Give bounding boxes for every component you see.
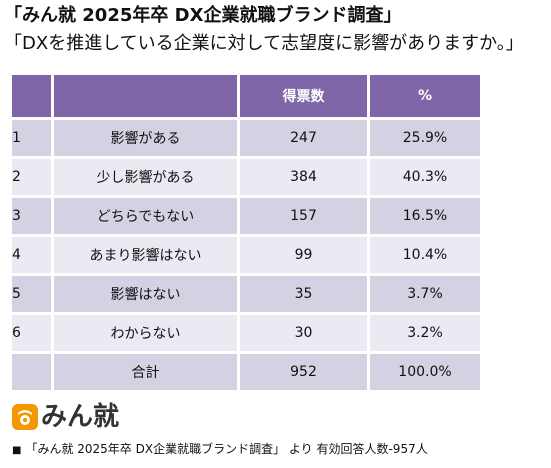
row-answer: 影響はない — [54, 276, 240, 315]
header-votes: 得票数 — [240, 75, 370, 120]
footnote-bullet: ■ — [12, 445, 22, 456]
row-number: 5 — [12, 276, 54, 315]
row-number: 4 — [12, 237, 54, 276]
row-answer: 影響がある — [54, 120, 240, 159]
row-percent: 3.2% — [370, 315, 480, 354]
row-percent: 16.5% — [370, 198, 480, 237]
minshu-logo-icon — [12, 404, 38, 430]
row-percent: 3.7% — [370, 276, 480, 315]
row-answer: 合計 — [54, 354, 240, 393]
row-votes: 99 — [240, 237, 370, 276]
row-number — [12, 354, 54, 393]
minshu-logo: みん就 — [12, 400, 119, 434]
row-votes: 952 — [240, 354, 370, 393]
total-row: 合計 952 100.0% — [12, 354, 480, 393]
row-answer: どちらでもない — [54, 198, 240, 237]
table-row: 1 影響がある 247 25.9% — [12, 120, 480, 159]
header-no — [12, 75, 54, 120]
row-votes: 247 — [240, 120, 370, 159]
row-number: 6 — [12, 315, 54, 354]
page-title: 「みん就 2025年卒 DX企業就職ブランド調査」 — [4, 5, 402, 26]
row-percent: 40.3% — [370, 159, 480, 198]
row-answer: 少し影響がある — [54, 159, 240, 198]
header-answer — [54, 75, 240, 120]
row-number: 3 — [12, 198, 54, 237]
row-votes: 384 — [240, 159, 370, 198]
table-row: 5 影響はない 35 3.7% — [12, 276, 480, 315]
row-percent: 10.4% — [370, 237, 480, 276]
table-row: 3 どちらでもない 157 16.5% — [12, 198, 480, 237]
table-row: 4 あまり影響はない 99 10.4% — [12, 237, 480, 276]
row-votes: 35 — [240, 276, 370, 315]
row-answer: わからない — [54, 315, 240, 354]
table-row: 6 わからない 30 3.2% — [12, 315, 480, 354]
row-number: 2 — [12, 159, 54, 198]
row-votes: 30 — [240, 315, 370, 354]
row-percent: 100.0% — [370, 354, 480, 393]
source-footnote: ■ 「みん就 2025年卒 DX企業就職ブランド調査」 より 有効回答人数-957… — [12, 440, 428, 460]
row-votes: 157 — [240, 198, 370, 237]
results-table: 得票数 % 1 影響がある 247 25.9% 2 少し影響がある 384 40… — [12, 75, 480, 393]
survey-question: 「DXを推進している企業に対して志望度に影響がありますか。」 — [4, 33, 524, 54]
row-percent: 25.9% — [370, 120, 480, 159]
row-number: 1 — [12, 120, 54, 159]
logo-text: みん就 — [41, 402, 120, 432]
table-header-row: 得票数 % — [12, 75, 480, 120]
footnote-text: 「みん就 2025年卒 DX企業就職ブランド調査」 より 有効回答人数-957人 — [25, 442, 428, 456]
row-answer: あまり影響はない — [54, 237, 240, 276]
table-row: 2 少し影響がある 384 40.3% — [12, 159, 480, 198]
header-percent: % — [370, 75, 480, 120]
